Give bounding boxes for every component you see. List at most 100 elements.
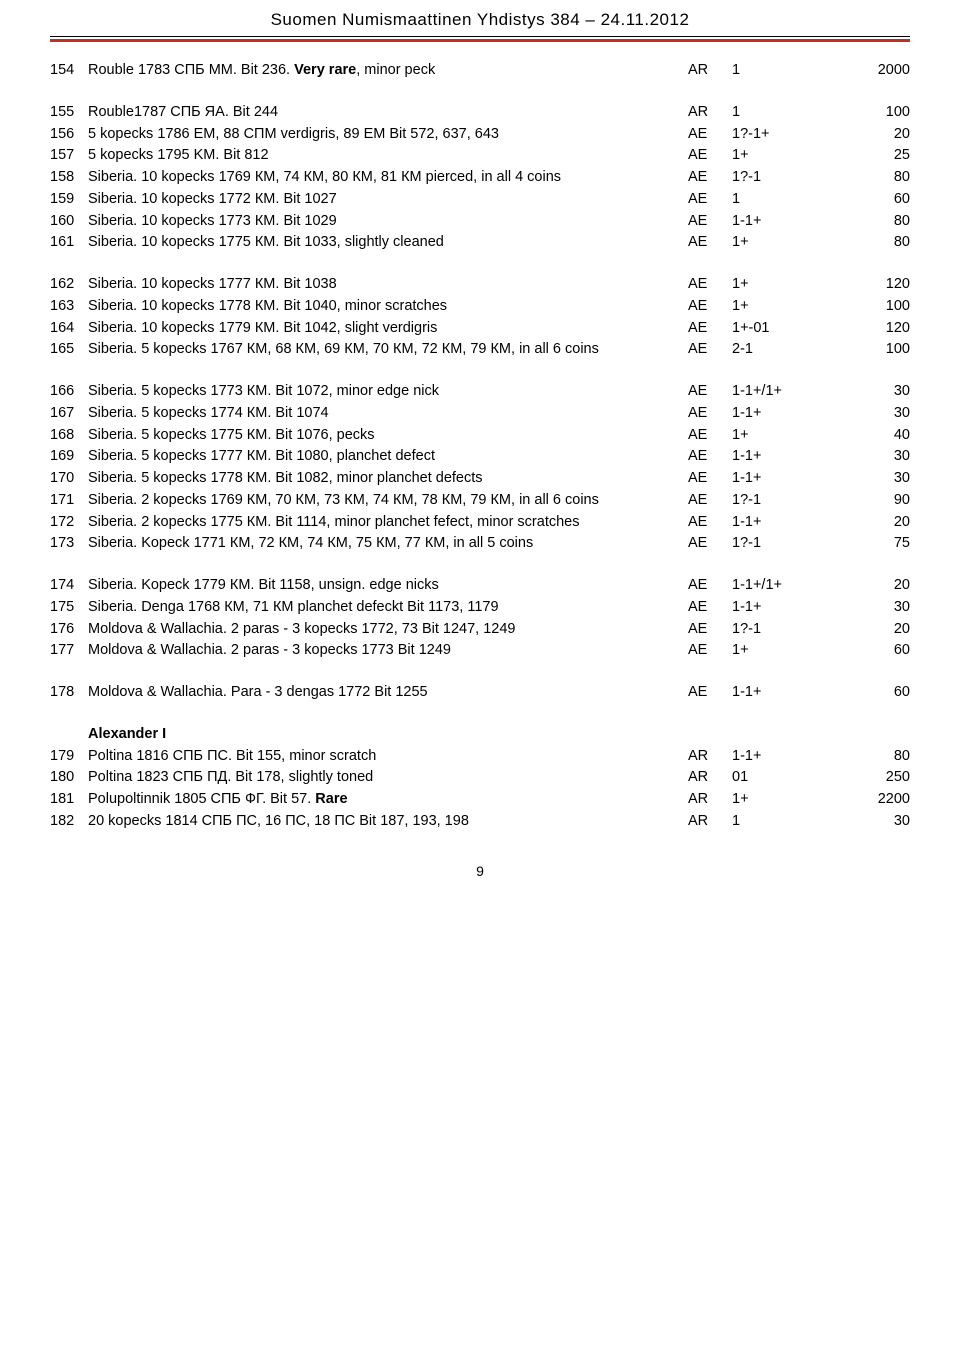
lot-metal: AE <box>688 490 732 512</box>
lot-grade: 1-1+ <box>732 512 852 534</box>
lot-number: 181 <box>50 789 88 811</box>
lot-price: 20 <box>852 575 910 597</box>
lot-price: 90 <box>852 490 910 512</box>
lot-description: Siberia. 10 kopecks 1775 КМ. Bit 1033, s… <box>88 232 688 254</box>
lot-number: 176 <box>50 619 88 641</box>
lot-row: 164Siberia. 10 kopecks 1779 КМ. Bit 1042… <box>50 318 910 340</box>
lot-price: 30 <box>852 811 910 833</box>
lot-description: Moldova & Wallachia. 2 paras - 3 kopecks… <box>88 619 688 641</box>
lot-number: 155 <box>50 102 88 124</box>
lot-row: 160Siberia. 10 kopecks 1773 КМ. Bit 1029… <box>50 211 910 233</box>
lot-grade: 1-1+ <box>732 211 852 233</box>
lot-row: 177Moldova & Wallachia. 2 paras - 3 kope… <box>50 640 910 662</box>
lot-metal: AE <box>688 232 732 254</box>
lot-metal: AE <box>688 533 732 555</box>
spacer <box>50 555 910 575</box>
lot-price: 80 <box>852 211 910 233</box>
lot-description: 5 kopecks 1795 KM. Bit 812 <box>88 145 688 167</box>
lot-price: 120 <box>852 274 910 296</box>
lot-metal: AR <box>688 811 732 833</box>
lot-row: 180Poltina 1823 СПБ ПД. Bit 178, slightl… <box>50 767 910 789</box>
lot-row: 181Polupoltinnik 1805 СПБ ФГ. Bit 57. Ra… <box>50 789 910 811</box>
lot-number: 159 <box>50 189 88 211</box>
lot-metal: AR <box>688 767 732 789</box>
lot-grade: 1-1+ <box>732 403 852 425</box>
lot-description: Siberia. 10 kopecks 1779 КМ. Bit 1042, s… <box>88 318 688 340</box>
lot-metal: AE <box>688 446 732 468</box>
lot-grade: 1-1+/1+ <box>732 381 852 403</box>
lot-price: 80 <box>852 167 910 189</box>
lot-number: 180 <box>50 767 88 789</box>
lot-description: Siberia. 5 kopecks 1778 КМ. Bit 1082, mi… <box>88 468 688 490</box>
lot-row: 163Siberia. 10 kopecks 1778 КМ. Bit 1040… <box>50 296 910 318</box>
lot-description: Siberia. 10 kopecks 1769 КМ, 74 КМ, 80 К… <box>88 167 688 189</box>
lot-price: 30 <box>852 381 910 403</box>
lot-metal: AE <box>688 167 732 189</box>
lot-grade: 1-1+ <box>732 682 852 704</box>
lot-metal: AE <box>688 619 732 641</box>
lot-metal: AE <box>688 211 732 233</box>
lot-description: Poltina 1816 СПБ ПС. Bit 155, minor scra… <box>88 746 688 768</box>
lot-grade: 1+-01 <box>732 318 852 340</box>
lot-row: 176Moldova & Wallachia. 2 paras - 3 kope… <box>50 619 910 641</box>
header-rule <box>50 39 910 42</box>
lot-price: 2200 <box>852 789 910 811</box>
lot-price: 30 <box>852 597 910 619</box>
page-header: Suomen Numismaattinen Yhdistys 384 – 24.… <box>50 0 910 37</box>
lot-description: Siberia. Denga 1768 КМ, 71 КМ planchet d… <box>88 597 688 619</box>
lot-price: 30 <box>852 446 910 468</box>
lot-description: Siberia. 5 kopecks 1775 КМ. Bit 1076, pe… <box>88 425 688 447</box>
lot-price: 20 <box>852 619 910 641</box>
lot-row: 165Siberia. 5 kopecks 1767 КМ, 68 КМ, 69… <box>50 339 910 361</box>
lot-grade: 1?-1+ <box>732 124 852 146</box>
lot-metal: AR <box>688 789 732 811</box>
lot-metal: AE <box>688 597 732 619</box>
lot-description: Moldova & Wallachia. 2 paras - 3 kopecks… <box>88 640 688 662</box>
lot-row: 167Siberia. 5 kopecks 1774 КМ. Bit 1074A… <box>50 403 910 425</box>
lot-number: 163 <box>50 296 88 318</box>
lot-metal: AE <box>688 575 732 597</box>
lot-price: 60 <box>852 640 910 662</box>
lot-description: Rouble1787 СПБ ЯА. Bit 244 <box>88 102 688 124</box>
lot-metal: AE <box>688 682 732 704</box>
lot-price: 40 <box>852 425 910 447</box>
lot-row: 166Siberia. 5 kopecks 1773 КМ. Bit 1072,… <box>50 381 910 403</box>
lot-row: 170Siberia. 5 kopecks 1778 КМ. Bit 1082,… <box>50 468 910 490</box>
lot-grade: 1+ <box>732 425 852 447</box>
lot-description: Siberia. 2 kopecks 1775 КМ. Bit 1114, mi… <box>88 512 688 534</box>
lot-number: 161 <box>50 232 88 254</box>
lot-grade: 2-1 <box>732 339 852 361</box>
lot-price: 75 <box>852 533 910 555</box>
lot-grade: 1+ <box>732 232 852 254</box>
lot-description: 20 kopecks 1814 СПБ ПС, 16 ПС, 18 ПС Bit… <box>88 811 688 833</box>
lot-number: 157 <box>50 145 88 167</box>
lot-grade: 1-1+/1+ <box>732 575 852 597</box>
lot-grade: 1-1+ <box>732 446 852 468</box>
lot-number: 160 <box>50 211 88 233</box>
lot-price: 20 <box>852 512 910 534</box>
lot-description: Siberia. 10 kopecks 1772 КМ. Bit 1027 <box>88 189 688 211</box>
lot-metal: AE <box>688 425 732 447</box>
page-number: 9 <box>50 863 910 879</box>
lot-number: 175 <box>50 597 88 619</box>
lot-grade: 1?-1 <box>732 167 852 189</box>
lot-metal: AE <box>688 145 732 167</box>
lot-description: Polupoltinnik 1805 СПБ ФГ. Bit 57. Rare <box>88 789 688 811</box>
lot-number: 169 <box>50 446 88 468</box>
lot-description: Siberia. Kopeck 1771 КМ, 72 КМ, 74 КМ, 7… <box>88 533 688 555</box>
lot-row: 155Rouble1787 СПБ ЯА. Bit 244AR1100 <box>50 102 910 124</box>
lot-row: 175Siberia. Denga 1768 КМ, 71 КМ planche… <box>50 597 910 619</box>
lot-metal: AE <box>688 124 732 146</box>
lot-number: 172 <box>50 512 88 534</box>
lot-number: 182 <box>50 811 88 833</box>
lot-row: 161Siberia. 10 kopecks 1775 КМ. Bit 1033… <box>50 232 910 254</box>
lot-row: 159Siberia. 10 kopecks 1772 КМ. Bit 1027… <box>50 189 910 211</box>
lot-row: 172Siberia. 2 kopecks 1775 КМ. Bit 1114,… <box>50 512 910 534</box>
lot-description: Siberia. 5 kopecks 1773 КМ. Bit 1072, mi… <box>88 381 688 403</box>
lot-price: 100 <box>852 102 910 124</box>
lot-price: 100 <box>852 339 910 361</box>
spacer <box>50 254 910 274</box>
lot-description: Siberia. 2 kopecks 1769 КМ, 70 КМ, 73 КМ… <box>88 490 688 512</box>
lot-row: 1575 kopecks 1795 KM. Bit 812AE1+25 <box>50 145 910 167</box>
lot-number: 166 <box>50 381 88 403</box>
